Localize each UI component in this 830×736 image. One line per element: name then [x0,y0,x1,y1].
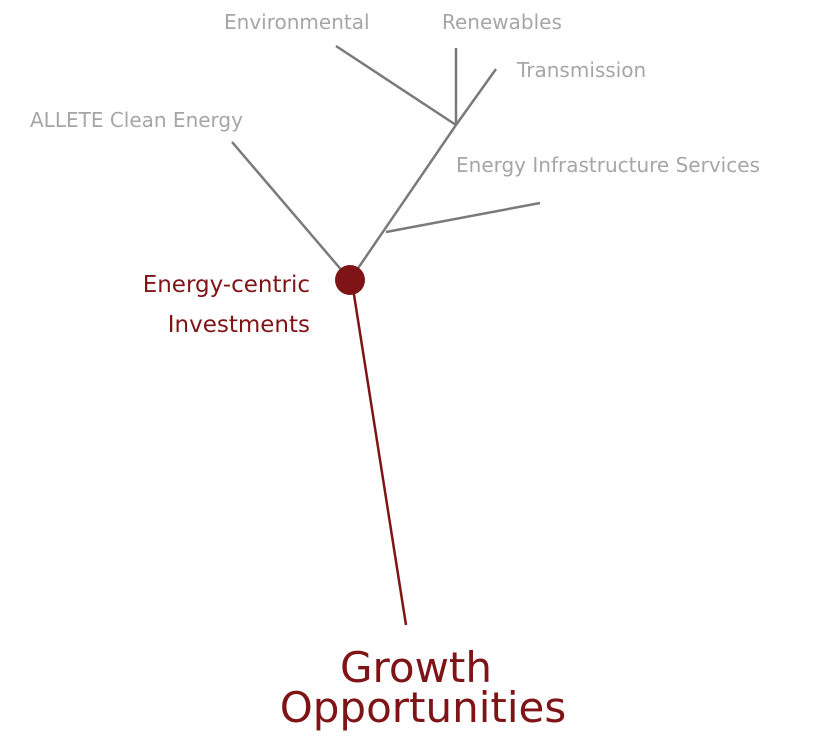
branch-label: Transmission [516,58,646,82]
hub-label: Investments [168,312,310,338]
hub-node [335,265,365,295]
root-label: Growth [340,643,492,692]
root-label: Opportunities [280,683,567,732]
branch-label: Environmental [224,10,370,34]
branch-label: Energy Infrastructure Services [456,153,760,177]
branch-line [348,124,458,281]
branch-line [231,141,351,281]
trunk-line [350,281,408,626]
branch-line [454,68,498,126]
hub-label: Energy-centric [143,272,310,298]
branch-label: ALLETE Clean Energy [30,108,243,132]
branch-label: Renewables [442,10,562,34]
branch-lines [231,44,541,281]
branch-line [335,44,457,127]
branch-line [385,201,541,234]
